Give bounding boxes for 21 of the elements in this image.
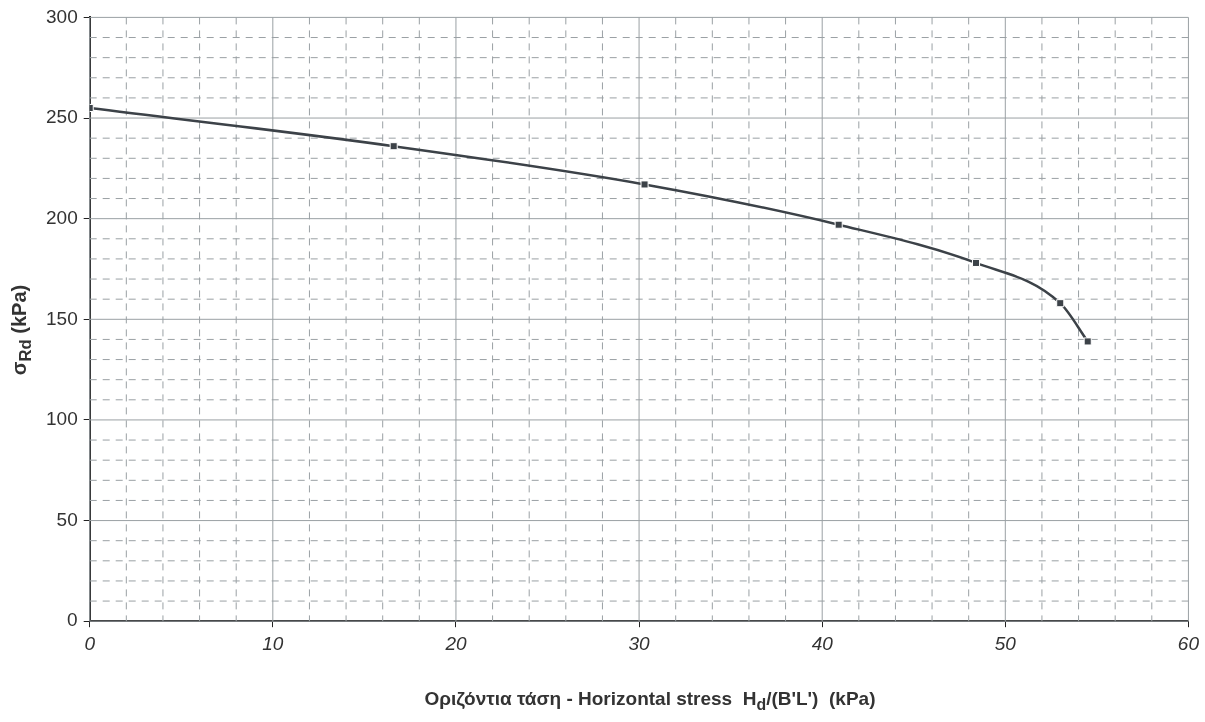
point [389, 142, 398, 151]
x-tick-label: 60 [1177, 632, 1200, 654]
y-tick-label: 100 [46, 408, 78, 430]
y-tick-label: 50 [56, 508, 78, 530]
y-tick-label: 0 [67, 609, 78, 631]
y-tick-label: 250 [46, 106, 78, 128]
point [640, 180, 649, 189]
x-tick-label: 40 [811, 632, 834, 654]
point [1083, 337, 1092, 346]
x-tick-label: 10 [262, 632, 284, 654]
x-tick-label: 20 [444, 632, 467, 654]
point [1056, 299, 1065, 308]
y-tick-label: 150 [46, 307, 78, 329]
x-tick-label: 30 [628, 632, 651, 654]
point [971, 258, 981, 267]
x-tick-label: 0 [84, 632, 96, 654]
y-tick-label: 300 [46, 5, 78, 27]
y-tick-label: 200 [46, 206, 78, 228]
point [834, 220, 843, 229]
x-tick-label: 50 [994, 632, 1017, 654]
x-axis-title: Οριζόντια τάση - Horizontal stress H$_{d}$/(B'L') (kPa) [423, 688, 877, 714]
